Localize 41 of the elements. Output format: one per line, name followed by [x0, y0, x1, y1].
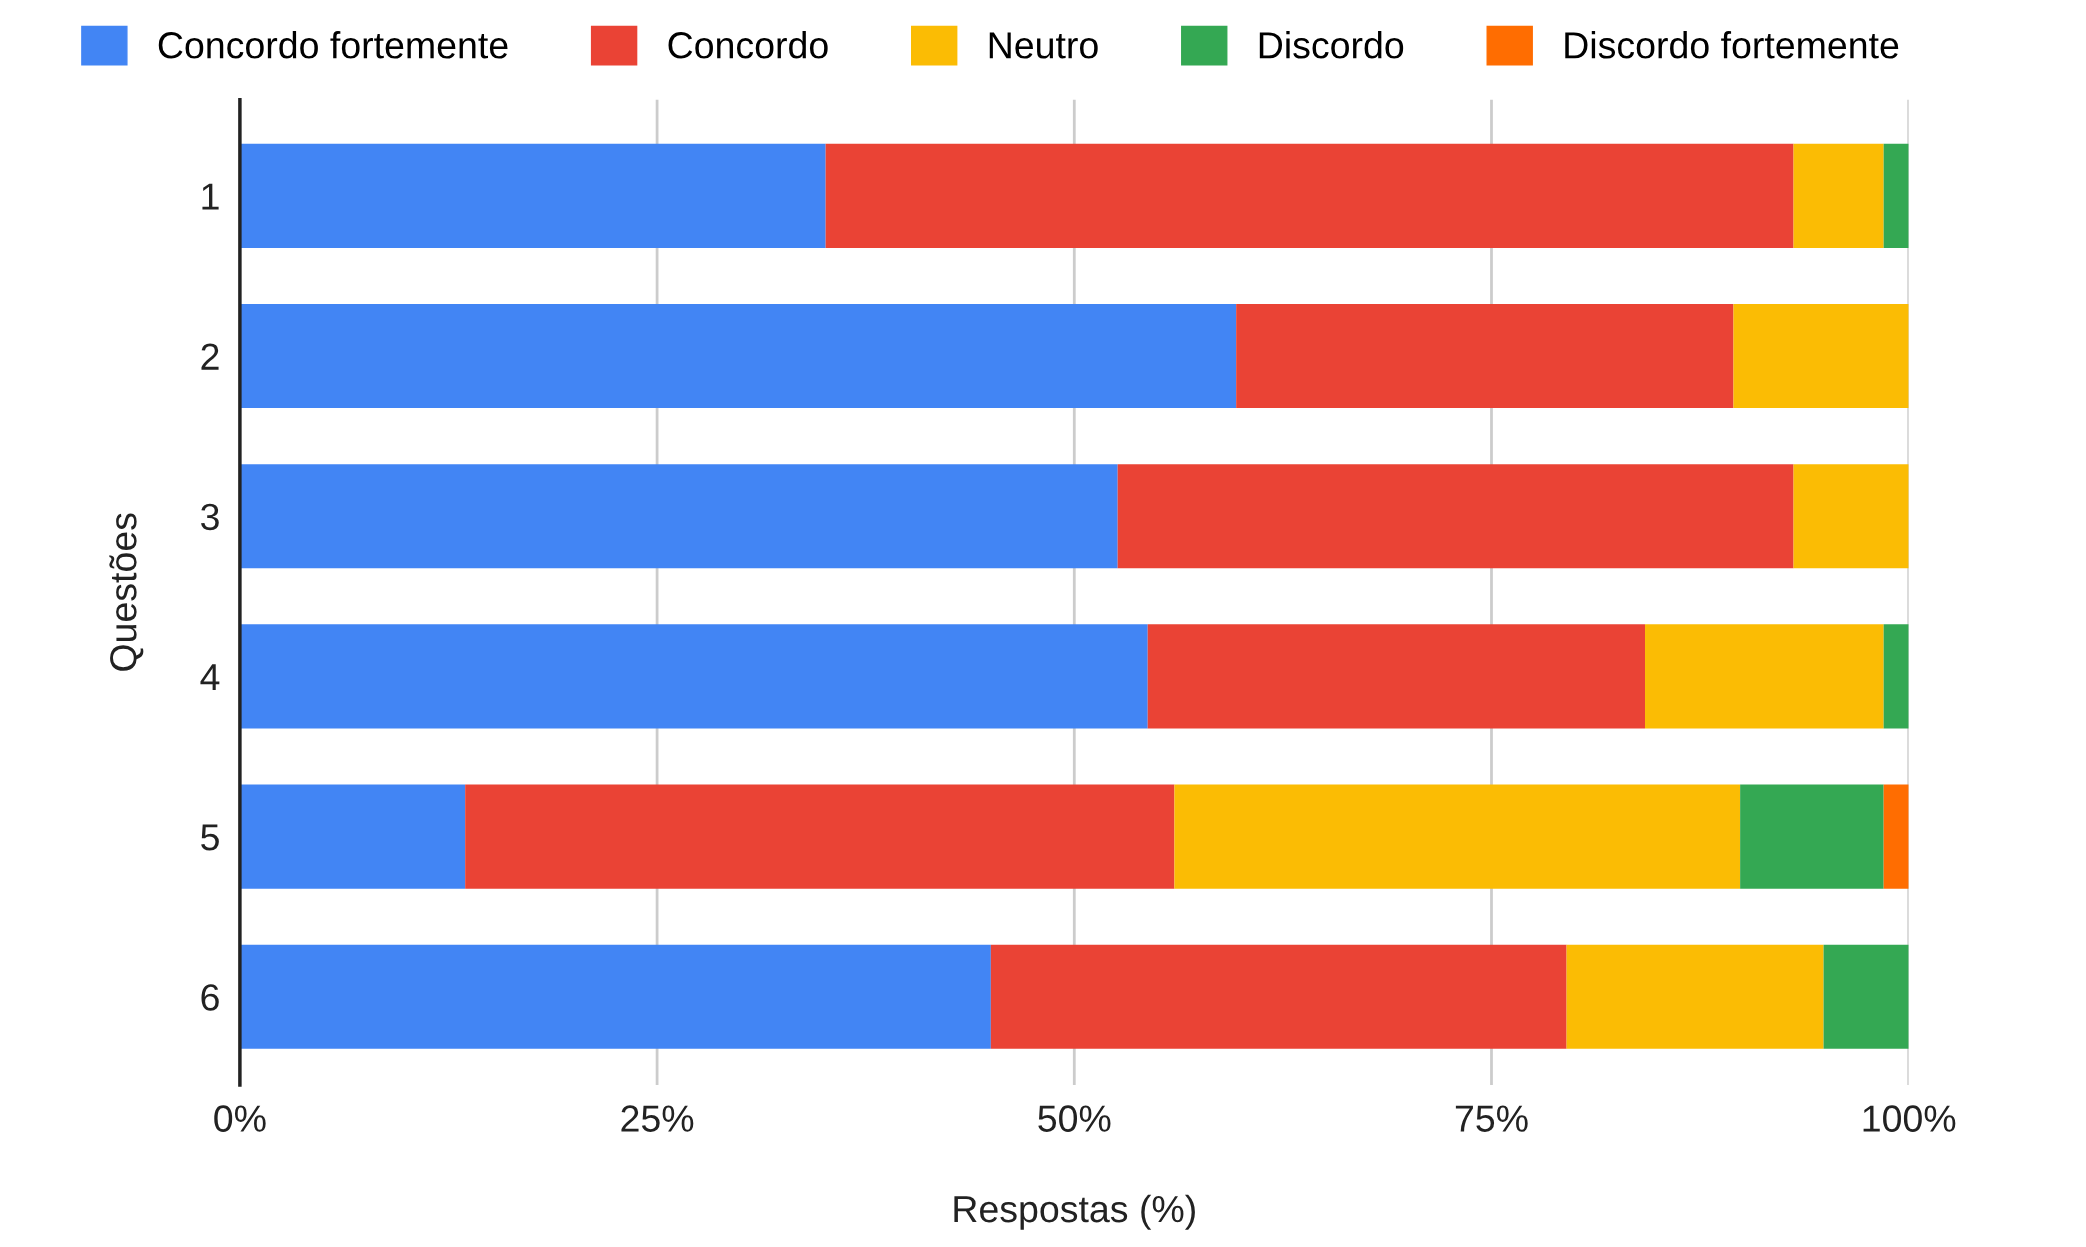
bar [239, 944, 991, 1049]
bar [465, 784, 1175, 889]
bar [1645, 624, 1884, 729]
bar [239, 624, 1148, 729]
legend-label: Concordo [668, 31, 828, 59]
bar [1733, 303, 1909, 409]
bar [1793, 143, 1884, 248]
bar [239, 784, 466, 889]
y-tick-label: 6 [201, 984, 219, 1011]
x-tick-label: 100% [1863, 1105, 1956, 1132]
bar [1117, 464, 1794, 569]
y-tick-label: 1 [202, 183, 219, 210]
y-tick-label: 3 [201, 503, 219, 531]
legend-label: Discordo [1259, 31, 1404, 59]
bar [1883, 624, 1909, 729]
legend-label: Discordo fortemente [1565, 31, 1899, 59]
bar [1566, 944, 1824, 1049]
y-tick-label: 2 [201, 343, 219, 370]
bar [1883, 143, 1909, 248]
bar [1740, 784, 1884, 889]
bar [1236, 303, 1734, 409]
bar [239, 464, 1118, 569]
legend-label: Concordo fortemente [158, 31, 508, 59]
x-tick-label: 50% [1038, 1105, 1111, 1132]
x-tick-label: 0% [214, 1105, 266, 1132]
bar [990, 944, 1567, 1049]
bar [825, 143, 1794, 248]
y-tick-label: 4 [200, 664, 220, 691]
bar [239, 143, 826, 248]
bar [1823, 944, 1909, 1049]
legend-label: Neutro [989, 32, 1098, 59]
y-tick-label: 5 [201, 824, 219, 851]
bar [1147, 624, 1646, 729]
x-axis-title: Respostas (%) [954, 1194, 1195, 1230]
x-tick-label: 75% [1455, 1105, 1528, 1132]
x-tick-label: 25% [621, 1105, 694, 1132]
bar [1883, 784, 1909, 889]
bar [1793, 464, 1909, 569]
bar [1174, 784, 1741, 889]
bar [239, 303, 1237, 409]
y-axis-title: Questões [109, 513, 144, 671]
